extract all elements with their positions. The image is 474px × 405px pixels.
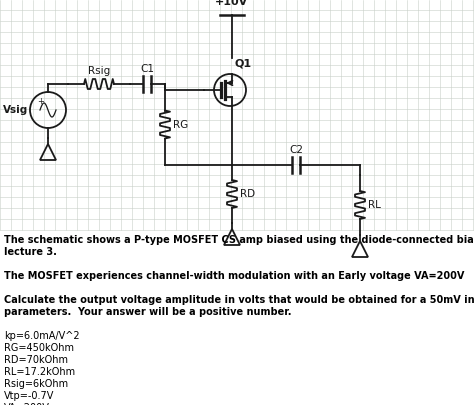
Text: RL: RL (368, 200, 381, 210)
Text: Rsig=6kOhm: Rsig=6kOhm (4, 379, 68, 389)
Text: RG=450kOhm: RG=450kOhm (4, 343, 74, 353)
Text: Vtp=-0.7V: Vtp=-0.7V (4, 391, 55, 401)
Text: Calculate the output voltage amplitude in volts that would be obtained for a 50m: Calculate the output voltage amplitude i… (4, 295, 474, 305)
Text: C1: C1 (140, 64, 155, 74)
Text: RD: RD (240, 189, 255, 199)
Text: +: + (37, 96, 45, 105)
Text: VA=200V: VA=200V (4, 403, 50, 405)
Text: C2: C2 (289, 145, 303, 155)
Text: Q1: Q1 (235, 58, 252, 68)
Text: Rsig: Rsig (88, 66, 110, 76)
Text: RL=17.2kOhm: RL=17.2kOhm (4, 367, 75, 377)
Text: parameters.  Your answer will be a positive number.: parameters. Your answer will be a positi… (4, 307, 292, 317)
Text: The schematic shows a P-type MOSFET CS amp biased using the diode-connected bias: The schematic shows a P-type MOSFET CS a… (4, 235, 474, 245)
Text: Vsig: Vsig (3, 105, 28, 115)
Text: RD=70kOhm: RD=70kOhm (4, 355, 68, 365)
Text: The MOSFET experiences channel-width modulation with an Early voltage VA=200V: The MOSFET experiences channel-width mod… (4, 271, 465, 281)
Text: kp=6.0mA/V^2: kp=6.0mA/V^2 (4, 331, 80, 341)
Text: RG: RG (173, 119, 188, 130)
Text: +10V: +10V (215, 0, 249, 7)
Text: lecture 3.: lecture 3. (4, 247, 57, 257)
